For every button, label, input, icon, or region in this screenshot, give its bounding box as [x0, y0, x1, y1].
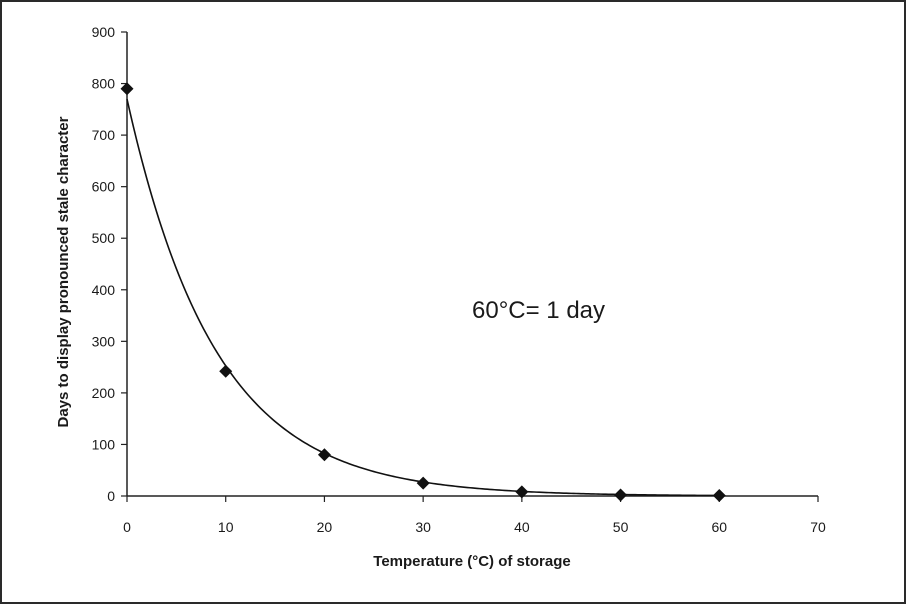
- data-point-diamond: [120, 82, 134, 96]
- annotation-60c: 60°C= 1 day: [472, 297, 605, 324]
- y-tick-label: 0: [107, 488, 115, 504]
- x-tick-label: 40: [514, 519, 530, 535]
- data-point-diamond: [515, 485, 529, 499]
- x-tick-label: 30: [415, 519, 431, 535]
- x-tick-label: 70: [810, 519, 826, 535]
- data-point-diamond: [614, 488, 628, 502]
- x-tick-label: 50: [613, 519, 629, 535]
- y-tick-label: 900: [92, 24, 116, 40]
- data-point-diamond: [712, 488, 726, 502]
- x-axis-title: Temperature (°C) of storage: [373, 553, 570, 570]
- trendline-group: [126, 98, 720, 497]
- y-tick-label: 400: [92, 282, 116, 298]
- labels: Temperature (°C) of storage Days to disp…: [55, 116, 605, 570]
- y-tick-label: 700: [92, 127, 116, 143]
- data-point-diamond: [416, 476, 430, 490]
- y-tick-label: 500: [92, 230, 116, 246]
- y-axis-title: Days to display pronounced stale charact…: [55, 116, 72, 427]
- axes: 0 100 200 300 400 500 600 700 800 900 0 10 20 30 40 50 6…: [92, 24, 826, 535]
- data-points: [120, 82, 726, 502]
- x-tick-label: 60: [711, 519, 727, 535]
- x-tick-label: 10: [218, 519, 234, 535]
- y-tick-label: 600: [92, 179, 116, 195]
- trendline: [126, 98, 720, 497]
- x-tick-label: 0: [123, 519, 131, 535]
- x-tick-label: 20: [317, 519, 333, 535]
- y-tick-label: 300: [92, 333, 116, 349]
- data-point-diamond: [317, 448, 331, 462]
- y-tick-label: 800: [92, 76, 116, 92]
- data-point-diamond: [219, 364, 233, 378]
- y-tick-label: 200: [92, 385, 116, 401]
- y-tick-label: 100: [92, 436, 116, 452]
